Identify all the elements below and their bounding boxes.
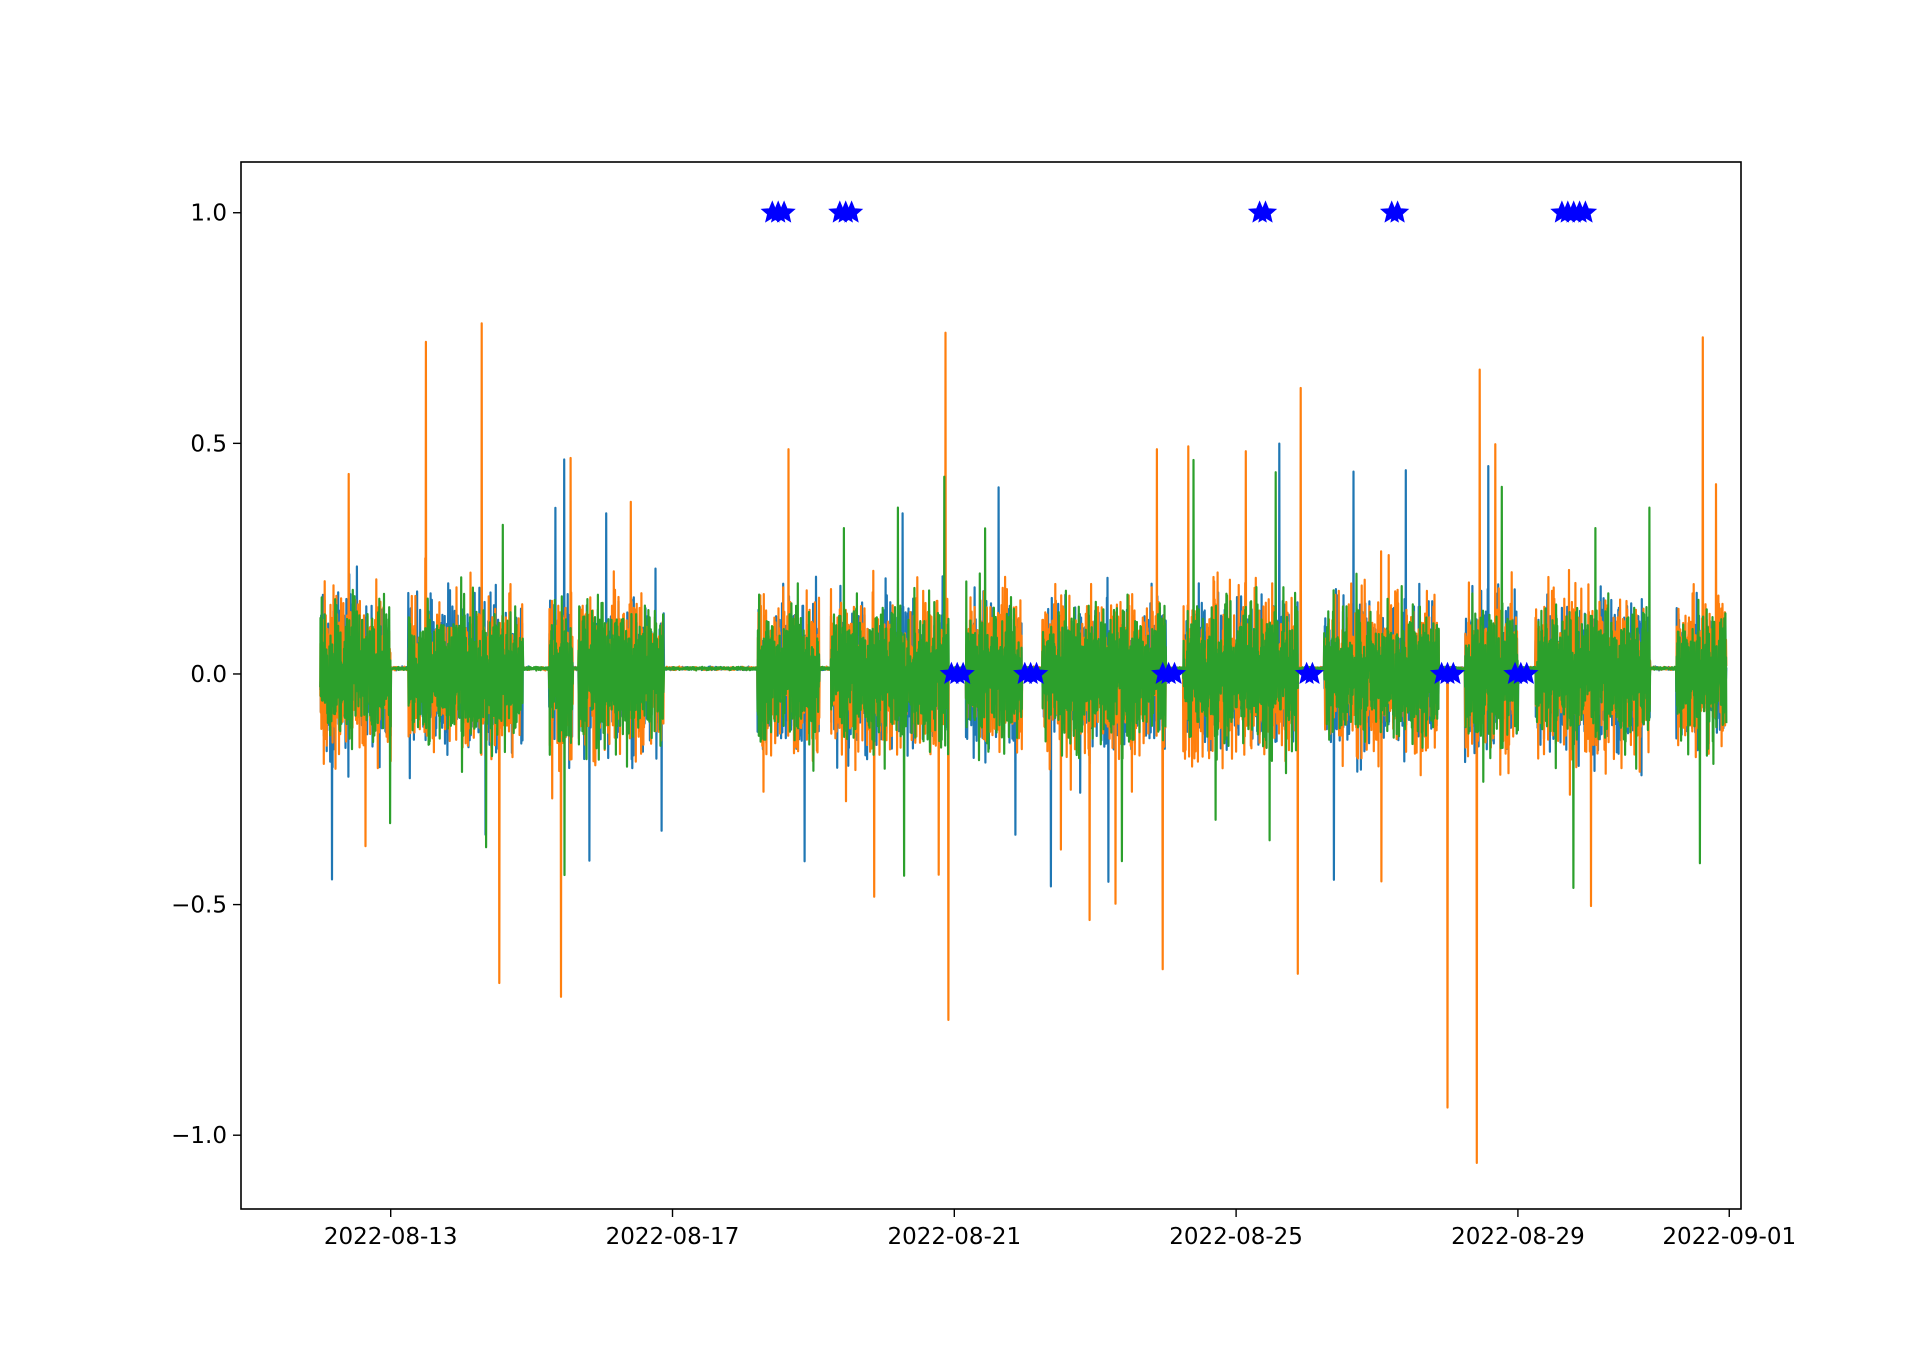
- y-axis: 1.0 0.5 0.0 −0.5 −1.0: [171, 201, 241, 1149]
- x-tick-label: 2022-08-25: [1169, 1224, 1303, 1250]
- y-tick-label: −0.5: [171, 893, 227, 919]
- marker-point: [772, 200, 796, 223]
- marker-point: [1300, 661, 1325, 684]
- marker-point: [839, 200, 864, 223]
- x-tick-label: 2022-08-29: [1451, 1224, 1585, 1250]
- marker-point: [1515, 661, 1539, 684]
- marker-point: [1162, 661, 1187, 684]
- y-tick-label: 0.5: [190, 431, 227, 457]
- plot-frame: [240, 161, 1742, 1210]
- marker-point: [1024, 661, 1049, 684]
- marker-layer: [760, 200, 1598, 684]
- marker-point: [951, 661, 975, 684]
- y-tick-label: −1.0: [171, 1123, 227, 1149]
- marker-point: [1441, 661, 1466, 684]
- x-tick-label: 2022-08-17: [606, 1224, 740, 1250]
- marker-point: [1385, 200, 1410, 223]
- x-axis: 2022-08-13 2022-08-17 2022-08-21 2022-08-25…: [324, 1209, 1796, 1250]
- marker-point: [1573, 200, 1598, 223]
- marker-point: [1253, 200, 1278, 223]
- x-tick-label: 2022-08-13: [324, 1224, 458, 1250]
- y-tick-label: 0.0: [190, 662, 227, 688]
- x-tick-label: 2022-09-01: [1662, 1224, 1796, 1250]
- y-tick-label: 1.0: [190, 201, 227, 227]
- x-tick-label: 2022-08-21: [887, 1224, 1021, 1250]
